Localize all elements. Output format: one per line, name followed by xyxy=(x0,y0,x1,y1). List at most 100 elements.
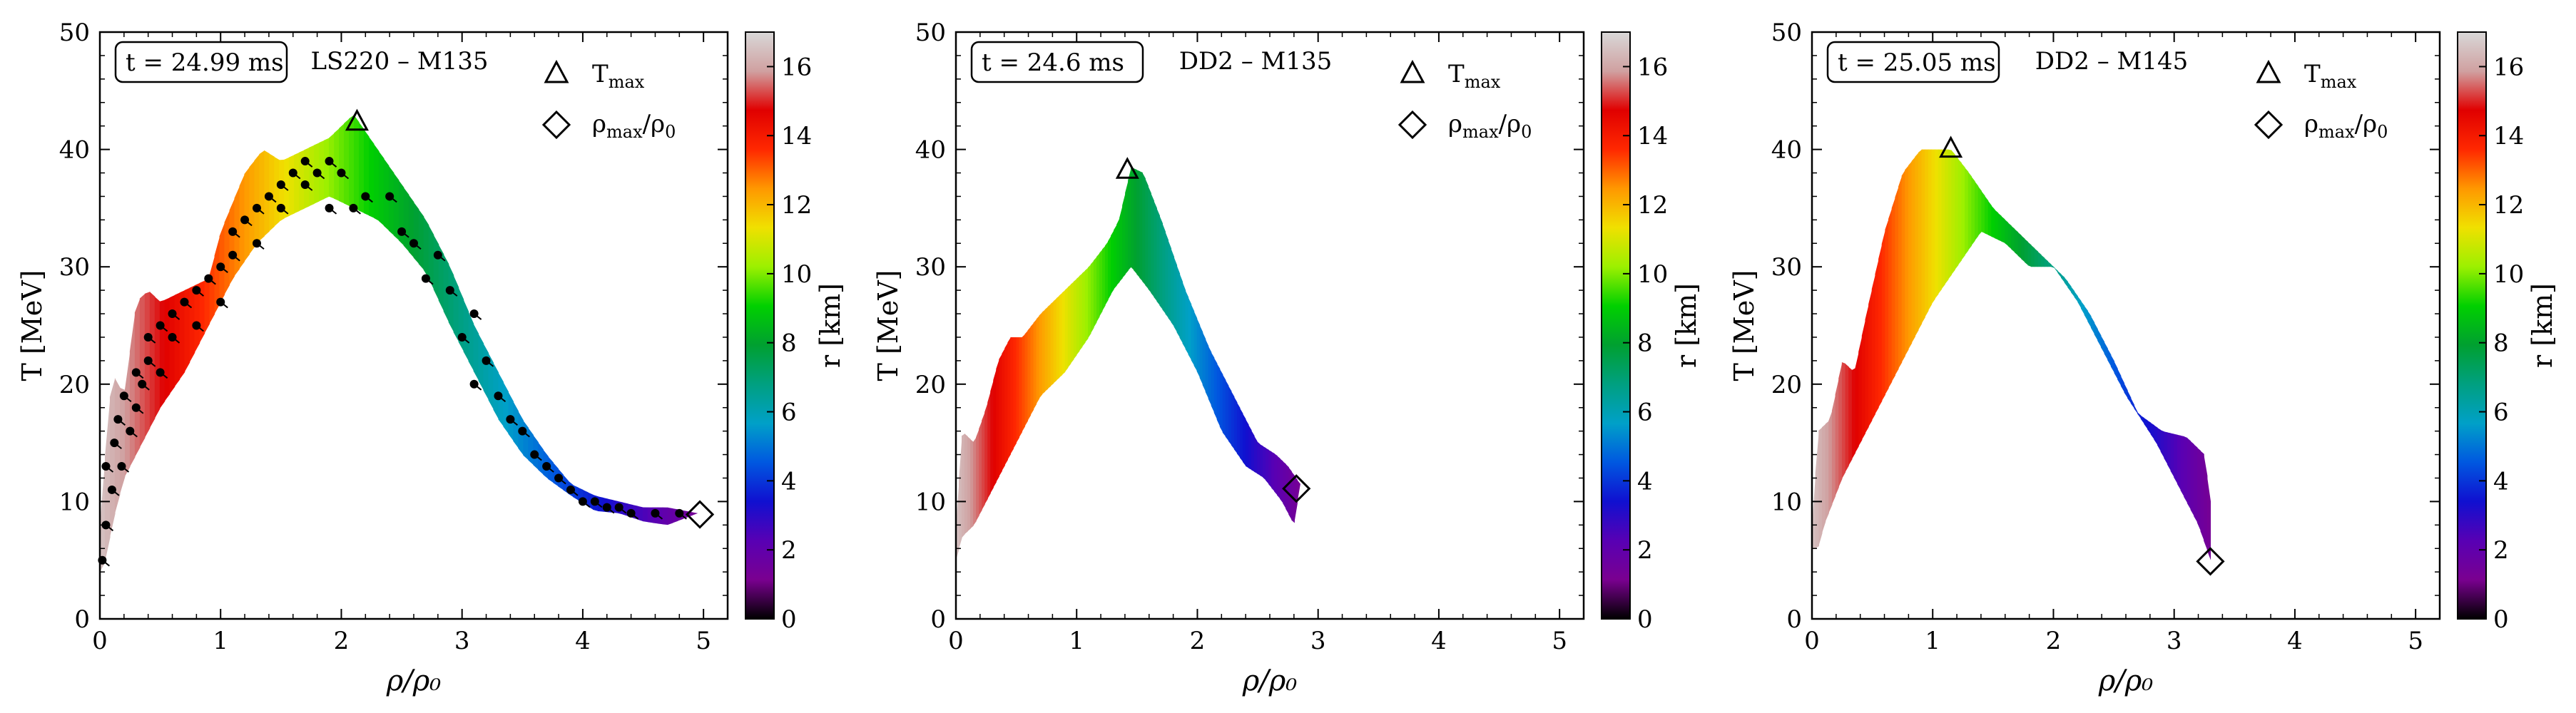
band-slice xyxy=(378,151,385,226)
band-slice xyxy=(2017,232,2022,260)
band-slice xyxy=(1908,161,1913,350)
time-label: t = 25.05 ms xyxy=(1838,48,1996,77)
band-slice xyxy=(2071,286,2075,297)
colorbar-label: r [km] xyxy=(1671,283,1702,368)
band-slice xyxy=(453,275,459,342)
colorbar-tick-label: 14 xyxy=(2493,122,2524,150)
band-slice xyxy=(1818,427,1823,546)
band-slice xyxy=(199,280,205,344)
colorbar-gradient xyxy=(1601,31,1631,620)
band-slice xyxy=(1981,190,1985,234)
band-slice xyxy=(990,380,994,493)
band-slice xyxy=(1891,197,1895,382)
band-slice xyxy=(2206,476,2211,560)
band-slice xyxy=(1099,249,1103,317)
band-slice xyxy=(1236,402,1241,458)
data-point xyxy=(180,297,189,307)
band-slice xyxy=(2124,383,2128,399)
band-slice xyxy=(229,198,235,285)
band-slice xyxy=(2117,368,2122,386)
band-slice xyxy=(1251,430,1255,472)
band-slice xyxy=(483,343,489,401)
colorbar-tick-label: 4 xyxy=(781,467,797,496)
band-slice xyxy=(1248,424,1252,471)
legend-triangle-icon xyxy=(2256,59,2281,83)
band-slice xyxy=(1002,348,1005,471)
band-slice xyxy=(1131,168,1134,271)
band-slice xyxy=(2057,270,2062,278)
data-point xyxy=(626,508,636,518)
band-slice xyxy=(1134,168,1137,275)
data-point xyxy=(421,274,430,283)
band-slice xyxy=(1039,312,1043,399)
data-point xyxy=(143,332,153,342)
data-point xyxy=(113,415,123,424)
y-tick-label: 50 xyxy=(1771,19,1802,47)
data-point xyxy=(614,503,623,512)
band-slice xyxy=(1070,281,1074,364)
band-slice xyxy=(970,438,974,529)
band-slice xyxy=(1036,315,1040,404)
data-point xyxy=(433,250,442,260)
y-tick-label: 30 xyxy=(59,253,90,282)
band-slice xyxy=(2174,434,2178,484)
band-slice xyxy=(2067,281,2072,293)
band-slice xyxy=(204,275,210,334)
data-point xyxy=(110,438,119,448)
band-slice xyxy=(1007,337,1011,460)
band-slice xyxy=(1825,421,1829,522)
band-slice xyxy=(2044,257,2049,267)
t-max-marker xyxy=(1939,135,1963,158)
band-slice xyxy=(1958,158,1962,265)
band-slice xyxy=(1205,339,1209,399)
y-tick-label: 20 xyxy=(59,371,90,399)
band-slice xyxy=(2100,335,2105,354)
legend-tmax-label: Tmax xyxy=(2304,60,2357,92)
band-slice xyxy=(1145,178,1149,289)
data-point xyxy=(349,203,358,212)
band-slice xyxy=(104,396,111,563)
data-point xyxy=(216,297,225,307)
data-point xyxy=(457,332,467,342)
band-slice xyxy=(1213,357,1218,420)
band-slice xyxy=(984,402,988,505)
colorbar-tick-label: 12 xyxy=(1637,191,1668,220)
colorbar-tick-label: 16 xyxy=(781,53,812,81)
band-slice xyxy=(1997,212,2002,242)
band-slice xyxy=(1162,223,1166,314)
band-slice xyxy=(1911,157,1915,344)
band-slice xyxy=(642,507,648,523)
band-slice xyxy=(2001,216,2005,243)
x-tick-label: 0 xyxy=(948,627,964,655)
x-tick-label: 5 xyxy=(696,627,711,655)
band-slice xyxy=(1865,304,1869,434)
colorbar-tick-label: 2 xyxy=(1637,536,1653,565)
band-slice xyxy=(1081,270,1086,347)
band-slice xyxy=(109,378,116,538)
data-point xyxy=(542,462,551,471)
band-slice xyxy=(433,235,439,301)
colorbar-tick-label: 14 xyxy=(781,122,812,150)
band-slice xyxy=(1280,458,1283,503)
band-slice xyxy=(1056,295,1060,381)
band-slice xyxy=(2186,438,2191,510)
band-slice xyxy=(2077,296,2082,309)
band-slice xyxy=(1888,207,1893,389)
y-axis-label: T [MeV] xyxy=(872,270,904,381)
band-slice xyxy=(1921,149,1925,324)
data-point xyxy=(300,180,310,189)
band-slice xyxy=(1139,171,1143,282)
colorbar-tick-label: 0 xyxy=(1637,605,1653,634)
band-slice xyxy=(2150,422,2154,440)
band-slice xyxy=(294,152,300,214)
data-point xyxy=(554,473,564,483)
band-slice xyxy=(1812,473,1816,549)
band-slice xyxy=(2034,248,2039,267)
band-slice xyxy=(354,115,360,211)
band-slice xyxy=(1266,448,1269,484)
band-slice xyxy=(463,299,469,361)
band-slice xyxy=(1895,186,1899,376)
band-slice xyxy=(269,153,275,232)
data-point xyxy=(325,157,334,166)
data-point xyxy=(566,485,575,494)
